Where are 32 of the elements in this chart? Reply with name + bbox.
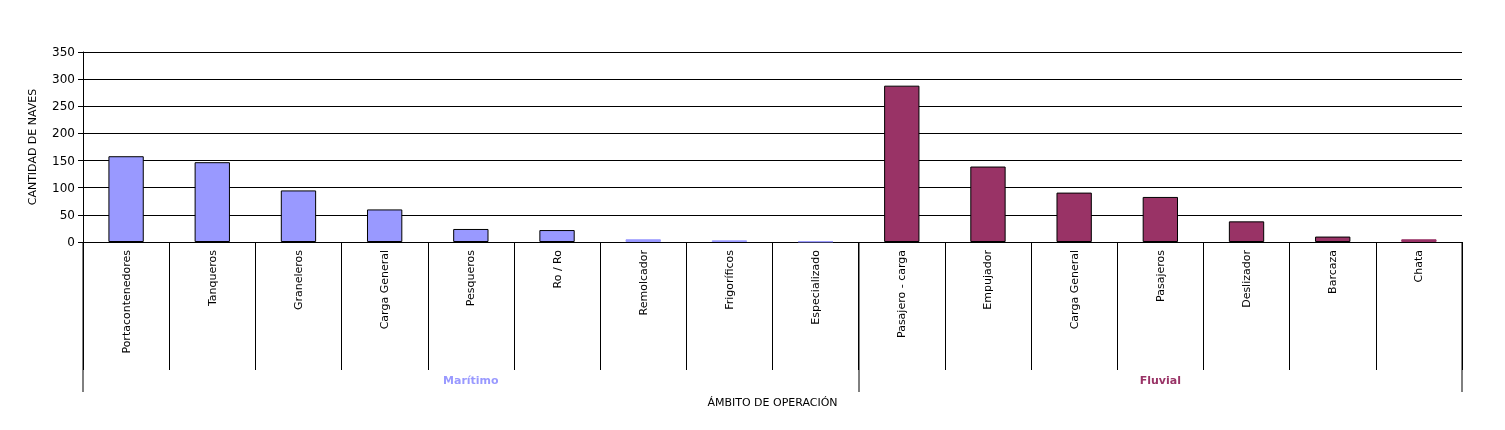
x-tick-label: Frigoríficos: [722, 249, 736, 310]
x-tick-label: Especializado: [809, 249, 823, 325]
y-tick-label: 100: [52, 180, 75, 195]
x-tick-label: Deslizador: [1240, 249, 1254, 308]
x-tick-label: Carga General: [1067, 250, 1081, 330]
x-tick-label: Pasajeros: [1153, 249, 1167, 302]
bar: [539, 230, 575, 242]
x-tick-label: Graneleros: [291, 249, 305, 311]
x-tick-label: Pasajero - carga: [895, 250, 909, 338]
y-tick-label: 250: [52, 99, 75, 114]
bar: [1228, 221, 1265, 242]
y-tick-label: 350: [52, 45, 75, 59]
bar: [453, 228, 489, 242]
x-tick-label: Portacontenedores: [119, 249, 133, 354]
x-tick-label: Barcaza: [1326, 250, 1340, 294]
y-tick-label: 200: [52, 126, 75, 141]
y-tick-label: 50: [59, 207, 75, 222]
x-tick-label: Ro / Ro: [550, 249, 564, 289]
x-tick-label: Carga General: [378, 250, 392, 330]
text: Marítimo: [443, 373, 500, 387]
x-tick-label: Tanqueros: [205, 249, 219, 308]
bar: [1315, 236, 1351, 242]
x-axis-title: ÁMBITO DE OPERACIÓN: [707, 395, 838, 409]
x-tick-label: Chata: [1412, 250, 1426, 283]
y-tick-label: 150: [52, 153, 75, 168]
y-axis-title: CANTIDAD DE NAVES: [26, 88, 39, 206]
y-tick-label: 300: [52, 72, 75, 87]
x-tick-label: Remolcador: [636, 249, 650, 316]
text: Fluvial: [1139, 373, 1181, 387]
x-tick-label: Pesqueros: [464, 249, 478, 307]
y-tick-label: 0: [67, 235, 75, 249]
x-tick-label: Empujador: [981, 249, 995, 310]
